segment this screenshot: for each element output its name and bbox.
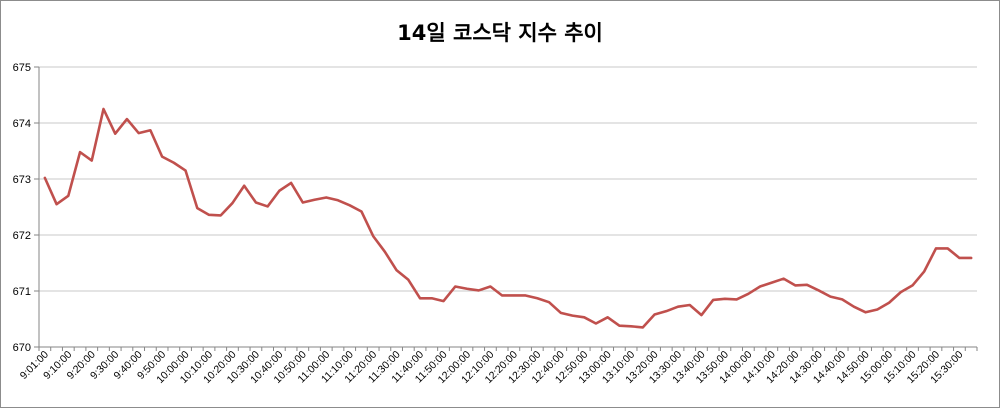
- data-point: [243, 184, 245, 187]
- data-point: [501, 294, 503, 297]
- y-tick-label: 675: [13, 62, 31, 74]
- data-point: [325, 196, 328, 199]
- data-point: [302, 201, 304, 204]
- series-layer: [43, 107, 973, 329]
- data-point: [829, 295, 832, 298]
- data-point: [102, 108, 105, 110]
- data-point: [630, 325, 632, 328]
- series-line: [43, 107, 973, 329]
- data-point: [853, 305, 855, 308]
- data-point: [489, 285, 492, 288]
- data-point: [161, 155, 163, 158]
- data-point: [618, 324, 621, 327]
- data-point: [888, 301, 890, 304]
- data-point: [114, 132, 117, 135]
- data-point: [266, 205, 269, 208]
- data-point: [219, 214, 222, 217]
- data-point: [559, 312, 562, 314]
- data-point: [290, 182, 292, 184]
- data-point: [255, 201, 257, 204]
- data-point: [665, 310, 668, 312]
- data-point: [79, 151, 81, 153]
- data-point: [149, 129, 152, 132]
- data-point: [864, 311, 867, 314]
- data-point: [946, 247, 949, 250]
- data-point: [606, 316, 609, 319]
- data-point: [137, 132, 140, 134]
- data-point: [184, 169, 187, 172]
- y-tick-label: 671: [13, 286, 31, 298]
- data-point: [688, 304, 691, 306]
- y-tick-label: 673: [13, 174, 31, 186]
- data-point: [524, 294, 527, 297]
- data-point: [806, 284, 808, 286]
- data-point: [278, 189, 281, 192]
- data-point: [372, 235, 374, 237]
- data-point: [595, 322, 597, 325]
- data-point: [231, 202, 234, 204]
- data-point: [782, 277, 785, 280]
- data-point: [771, 281, 773, 284]
- data-point: [817, 289, 820, 292]
- data-point: [173, 161, 175, 164]
- y-tick-label: 670: [13, 342, 31, 354]
- data-point: [536, 297, 539, 300]
- data-point: [935, 247, 937, 250]
- data-point: [454, 285, 457, 288]
- data-point: [466, 287, 468, 290]
- data-point: [677, 305, 679, 308]
- data-point: [548, 301, 550, 304]
- data-point: [67, 195, 70, 197]
- data-point: [970, 257, 972, 259]
- y-tick-label: 674: [13, 118, 31, 130]
- data-point: [642, 326, 644, 329]
- data-point: [747, 293, 750, 295]
- data-point: [735, 298, 738, 301]
- data-point: [583, 316, 586, 319]
- data-point: [477, 289, 480, 292]
- data-point: [384, 251, 386, 253]
- data-point: [759, 285, 761, 288]
- data-point: [712, 299, 714, 301]
- data-point: [430, 297, 433, 300]
- data-point: [724, 298, 726, 300]
- data-point: [442, 300, 445, 302]
- data-point: [841, 298, 843, 301]
- data-point: [653, 313, 656, 316]
- data-point: [419, 297, 421, 300]
- data-point: [923, 270, 926, 273]
- data-point: [876, 308, 879, 311]
- gridlines: [39, 66, 977, 292]
- data-point: [126, 118, 128, 120]
- axes: [34, 66, 978, 351]
- data-point: [395, 269, 398, 272]
- data-point: [55, 203, 58, 205]
- data-point: [700, 314, 703, 316]
- data-point: [571, 314, 574, 317]
- chart-title: 14일 코스닥 지수 추이: [397, 21, 603, 45]
- data-point: [958, 257, 961, 259]
- x-axis-tick-labels: 9:01:009:10:009:20:009:30:009:40:009:50:…: [18, 349, 966, 387]
- data-point: [899, 291, 902, 293]
- data-point: [794, 284, 797, 287]
- data-point: [196, 207, 199, 209]
- y-tick-label: 672: [13, 230, 31, 242]
- data-point: [337, 199, 339, 202]
- y-axis-tick-labels: 670 671 672 673 674 675: [13, 62, 31, 354]
- data-point: [407, 279, 410, 281]
- data-point: [360, 210, 363, 213]
- data-point: [348, 204, 351, 207]
- data-point: [513, 294, 515, 297]
- data-point: [44, 177, 46, 179]
- data-point: [911, 284, 914, 287]
- data-point: [313, 198, 316, 201]
- data-point: [208, 214, 210, 216]
- data-point: [90, 159, 93, 162]
